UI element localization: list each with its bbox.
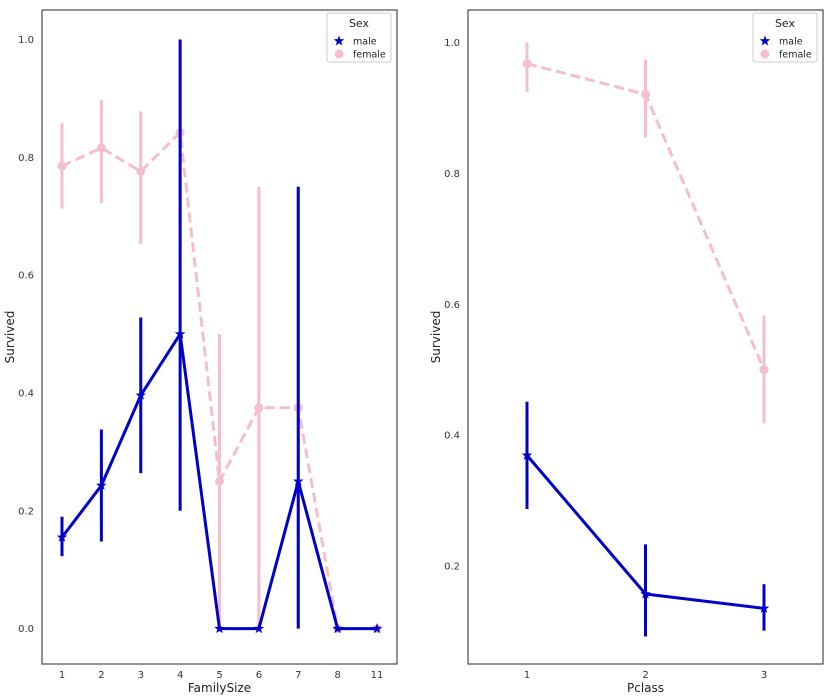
data-point (174, 328, 186, 339)
x-tick-label: 7 (295, 670, 301, 681)
data-point (759, 365, 769, 375)
legend-title: Sex (349, 17, 370, 30)
y-tick-label: 0.2 (444, 561, 460, 572)
x-tick-label: 2 (98, 670, 104, 681)
panel-2: 1 2 3 0.2 0.4 0.6 0.8 1.0 Pclass Survived Sex male f… (429, 9, 824, 695)
legend: Sex male female (752, 12, 818, 63)
y-tick-label: 0.6 (18, 271, 34, 282)
x-axis-label: FamilySize (188, 681, 251, 695)
data-point (135, 389, 146, 400)
y-axis-label: Survived (429, 311, 443, 364)
data-point (293, 475, 304, 486)
legend-marker (333, 35, 345, 46)
series-female (522, 42, 769, 424)
legend-label: male (353, 37, 377, 48)
legend-label: male (779, 37, 803, 48)
data-point (371, 623, 383, 634)
legend-label: female (779, 50, 812, 61)
legend-title: Sex (775, 17, 796, 30)
legend-marker (334, 49, 344, 59)
data-point (56, 531, 68, 542)
axes-frame (41, 9, 398, 665)
y-tick-label: 0.8 (18, 153, 34, 164)
legend-box (752, 12, 818, 63)
series-male (56, 39, 383, 634)
data-point (522, 59, 532, 69)
y-tick-label: 0.2 (18, 506, 34, 517)
x-tick-label: 5 (216, 670, 222, 681)
legend-box (326, 12, 392, 63)
data-point (332, 623, 343, 634)
data-point (640, 588, 651, 599)
y-axis-label: Survived (3, 311, 17, 364)
data-point (57, 161, 67, 171)
y-tick-label: 0.4 (18, 388, 34, 399)
legend-marker (760, 49, 770, 59)
data-point (758, 602, 770, 613)
x-axis-label: Pclass (627, 681, 664, 695)
legend-marker (759, 35, 771, 46)
legend: Sex male female (326, 12, 392, 63)
data-point (214, 623, 225, 634)
x-tick-label: 1 (59, 670, 65, 681)
x-tick-label: 3 (761, 670, 767, 681)
x-tick-label: 8 (334, 670, 340, 681)
y-tick-label: 0.4 (444, 431, 460, 442)
legend-label: female (353, 50, 386, 61)
series-male (521, 401, 770, 637)
panel-1: 1 2 3 4 5 6 7 8 11 0.0 0.2 0.4 0.6 0.8 1.0 FamilySize Su… (3, 9, 398, 695)
y-tick-label: 0.8 (444, 169, 460, 180)
x-tick-label: 2 (642, 670, 648, 681)
x-tick-label: 4 (177, 670, 183, 681)
data-point (96, 479, 107, 490)
y-tick-label: 1.0 (18, 35, 34, 46)
data-point (641, 89, 650, 99)
x-tick-label: 11 (371, 670, 384, 681)
series-female (57, 39, 382, 634)
data-point (254, 403, 264, 413)
x-tick-label: 1 (524, 670, 530, 681)
y-tick-label: 1.0 (444, 38, 460, 49)
x-tick-label: 6 (256, 670, 262, 681)
data-point (521, 449, 533, 460)
y-tick-label: 0.6 (444, 300, 460, 311)
data-point (136, 166, 146, 176)
data-point (96, 143, 106, 153)
data-point (253, 623, 265, 634)
x-tick-label: 3 (138, 670, 144, 681)
y-tick-label: 0.0 (18, 624, 34, 635)
data-point (215, 476, 224, 486)
axes-frame (467, 9, 824, 665)
